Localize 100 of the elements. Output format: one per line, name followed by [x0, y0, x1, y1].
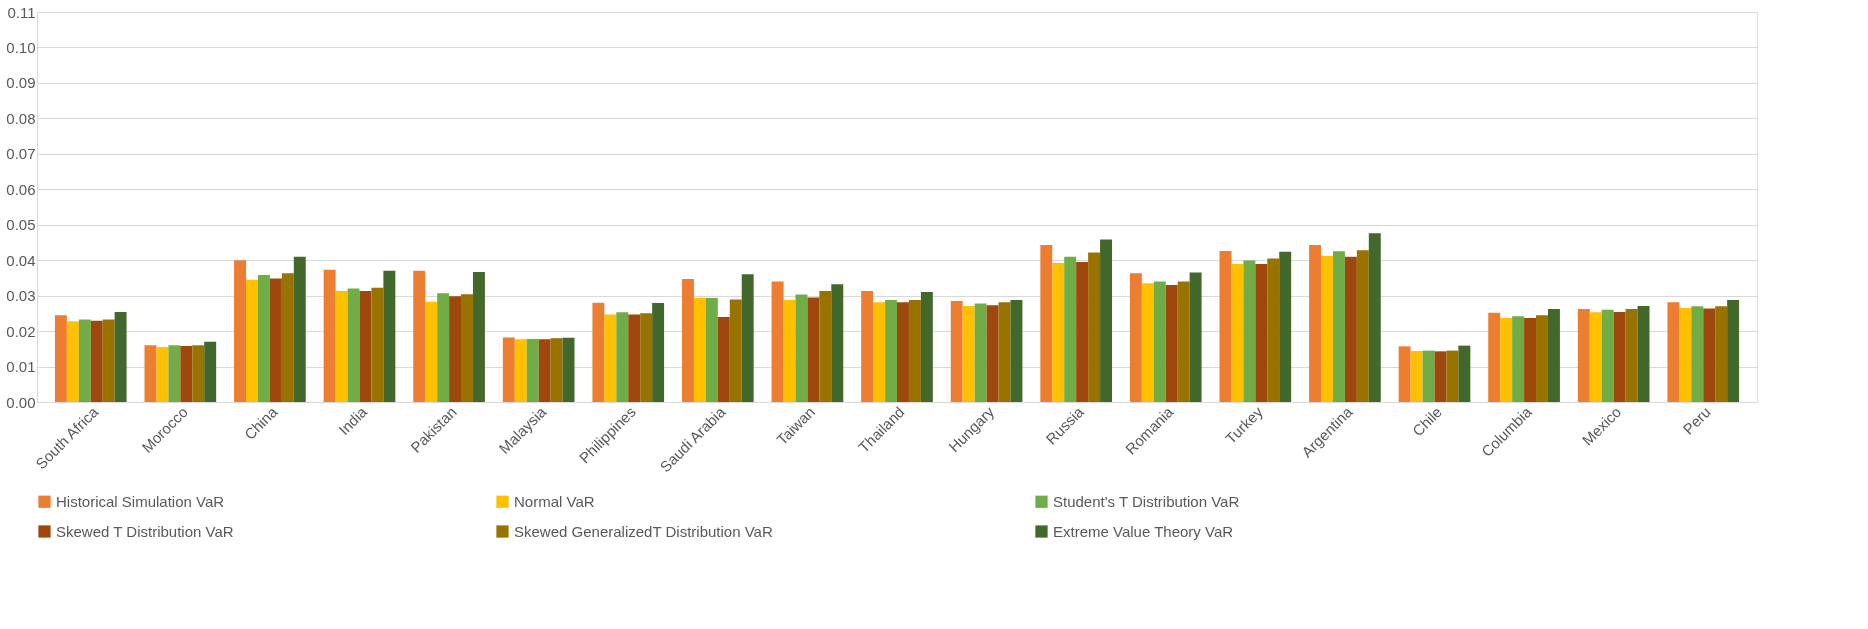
bar [628, 314, 641, 402]
bar [616, 312, 629, 402]
legend-label: Skewed T Distribution VaR [56, 522, 234, 540]
bar [1243, 260, 1256, 402]
legend-label: Extreme Value Theory VaR [1053, 522, 1234, 540]
y-tick-label: 0.04 [6, 251, 36, 269]
bar [1064, 256, 1077, 402]
bar [1446, 350, 1459, 402]
bar [861, 291, 874, 402]
bar [90, 320, 103, 402]
bar [1524, 317, 1537, 402]
bar [819, 291, 832, 402]
bar [1577, 309, 1590, 402]
legend-label: Student's T Distribution VaR [1053, 492, 1240, 510]
bar [1267, 258, 1280, 402]
bar [1547, 309, 1560, 402]
bar [359, 291, 372, 402]
bar [1165, 285, 1178, 402]
bar [514, 339, 527, 402]
legend-label: Normal VaR [514, 492, 595, 510]
bar [771, 281, 784, 402]
y-tick-label: 0.05 [6, 216, 36, 234]
bar [807, 297, 820, 402]
bar [425, 301, 438, 402]
bar [920, 292, 933, 402]
bar [1219, 250, 1232, 402]
legend-label: Skewed GeneralizedT Distribution VaR [514, 522, 773, 540]
y-tick-label: 0.07 [6, 145, 36, 163]
bar [1500, 317, 1513, 402]
bar [54, 315, 67, 402]
y-tick-label: 0.06 [6, 180, 36, 198]
bar [538, 339, 551, 402]
bar [1344, 256, 1357, 402]
bar [1589, 312, 1602, 402]
bar [204, 341, 217, 402]
bar [1189, 272, 1202, 402]
bar [323, 269, 336, 402]
y-tick-label: 0.11 [7, 3, 36, 21]
bar [144, 345, 157, 402]
bar [1667, 302, 1680, 402]
bar [873, 302, 886, 402]
bar [1637, 305, 1650, 402]
bar [604, 314, 617, 402]
bar [974, 303, 987, 402]
bar [592, 302, 605, 402]
bar [156, 347, 169, 402]
y-tick-label: 0.01 [6, 358, 36, 376]
bar [1536, 315, 1548, 402]
bar [1231, 264, 1244, 402]
bar [269, 278, 282, 402]
bar [78, 319, 91, 402]
bar [729, 299, 742, 402]
bar [1177, 281, 1190, 402]
bar [1279, 251, 1292, 402]
bar [783, 299, 796, 402]
bar [1679, 308, 1692, 402]
bar [66, 321, 79, 402]
legend-label: Historical Simulation VaR [56, 492, 225, 510]
bar [1398, 346, 1411, 402]
bar [795, 294, 808, 402]
bar [1332, 251, 1345, 402]
bar [1141, 283, 1154, 402]
bar [908, 299, 921, 402]
bar [1488, 312, 1501, 402]
bar [1715, 306, 1728, 402]
bar [449, 296, 462, 402]
bar [562, 337, 575, 402]
bar [257, 275, 270, 402]
bar [502, 337, 515, 402]
y-tick-label: 0.02 [6, 322, 36, 340]
bar [1052, 263, 1065, 402]
bar [1255, 264, 1268, 402]
bar [717, 316, 730, 402]
bar [1691, 306, 1704, 402]
bar [1434, 351, 1447, 402]
bar [293, 256, 306, 402]
y-tick-label: 0.10 [6, 38, 36, 56]
bar [1321, 255, 1333, 402]
bar [998, 302, 1011, 402]
bar [640, 313, 653, 402]
bar [1410, 350, 1423, 402]
bar [472, 271, 485, 402]
bar [246, 279, 258, 402]
bar [1088, 252, 1101, 402]
bar [335, 291, 348, 402]
bar [281, 273, 294, 402]
bar [1100, 239, 1112, 402]
bar [1129, 273, 1142, 402]
bar [1076, 261, 1089, 402]
bar [437, 293, 450, 402]
bar [234, 260, 247, 402]
bar [1040, 244, 1053, 402]
bar [885, 299, 897, 402]
bar [1458, 345, 1471, 402]
bar [1512, 316, 1525, 402]
bar [962, 305, 975, 402]
bar [741, 274, 754, 402]
bar [347, 288, 360, 402]
bar [1613, 311, 1626, 402]
bar [1422, 350, 1435, 402]
